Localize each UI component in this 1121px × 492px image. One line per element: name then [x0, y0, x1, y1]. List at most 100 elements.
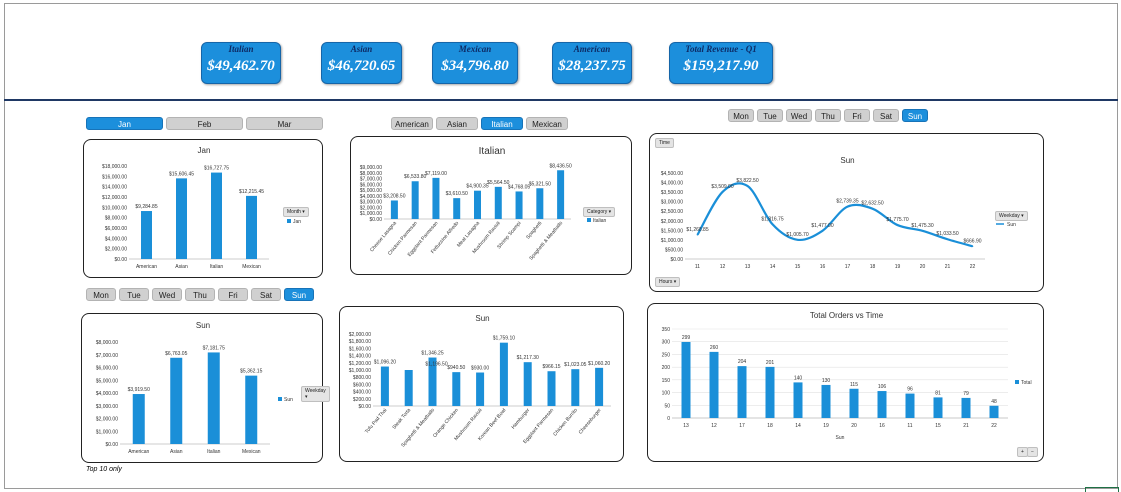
y-tick-label: $7,000.00: [96, 353, 118, 359]
data-label: $16,727.75: [204, 166, 229, 172]
y-tick-label: $1,800.00: [349, 339, 371, 345]
y-tick-label: $18,000.00: [102, 164, 127, 170]
slicer-day-wed[interactable]: Wed: [786, 109, 812, 122]
weekday-filter-button[interactable]: Weekday ▾: [301, 386, 330, 402]
y-tick-label: $4,000.00: [661, 181, 683, 187]
slicer-day-wed[interactable]: Wed: [152, 288, 182, 301]
x-tick-label: 14: [770, 264, 776, 270]
category-filter-button[interactable]: Category ▾: [583, 207, 616, 217]
weekday-filter-button[interactable]: Weekday ▾: [995, 211, 1028, 221]
slicer-day-mon[interactable]: Mon: [86, 288, 116, 301]
data-label: $1,775.70: [886, 217, 908, 223]
data-label: $6,533.80: [404, 174, 426, 180]
x-tick-label: 15: [795, 264, 801, 270]
bar: [737, 366, 747, 418]
y-tick-label: $3,000.00: [661, 200, 683, 206]
x-tick-label: Fettuccine Alfredo: [430, 220, 460, 255]
slicer-day-sat[interactable]: Sat: [873, 109, 899, 122]
slicer-cuisine-american[interactable]: American: [391, 117, 433, 130]
month-filter-button[interactable]: Month ▾: [283, 207, 309, 217]
slicer-day-thu[interactable]: Thu: [815, 109, 841, 122]
y-tick-label: $0.00: [105, 442, 118, 448]
chart-italian-items: Category ▾ Italian $0.00 $1,000.00 $2,000.0…: [350, 136, 632, 275]
x-axis-title: Sun: [836, 435, 845, 441]
x-tick-label: Mushroom Ravioli: [471, 220, 501, 255]
slicer-month-feb[interactable]: Feb: [166, 117, 243, 130]
chart-title: Italian: [479, 146, 506, 157]
x-tick-label: Chicken Parmesan: [387, 220, 419, 256]
dashboard-frame: [4, 3, 1118, 489]
y-tick-label: $1,600.00: [349, 346, 371, 352]
kpi-card-mexican: Mexican $34,796.80: [432, 42, 518, 84]
x-tick-label: Eggplant Parmesan: [407, 220, 440, 258]
data-label: $1,023.05: [564, 362, 586, 368]
slicer-day-thu[interactable]: Thu: [185, 288, 215, 301]
kpi-value: $46,720.65: [327, 58, 396, 74]
bar: [207, 352, 220, 444]
bar: [476, 372, 485, 406]
data-label: $1,816.75: [761, 216, 783, 222]
time-field-button[interactable]: Time: [655, 138, 674, 148]
data-label: $4,768.05: [508, 184, 530, 190]
data-label: $7,119.00: [425, 171, 447, 177]
slicer-day-sun[interactable]: Sun: [902, 109, 928, 122]
bar: [547, 371, 556, 406]
data-label: 260: [710, 345, 719, 351]
slicer-cuisine-asian[interactable]: Asian: [436, 117, 478, 130]
line-point: [921, 230, 924, 232]
x-tick-label: 13: [745, 264, 751, 270]
cell-selection-corner: [1085, 487, 1119, 492]
slicer-month-mar[interactable]: Mar: [246, 117, 323, 130]
slicer-day-mon[interactable]: Mon: [728, 109, 754, 122]
slicer-day-tue[interactable]: Tue: [757, 109, 783, 122]
data-label: $1,217.30: [517, 355, 539, 361]
bar: [571, 369, 580, 406]
legend-label: Sun: [284, 397, 293, 403]
x-tick-label: Spaghetti & Meatballs: [528, 220, 564, 262]
line-point: [771, 223, 774, 226]
legend-swatch: [287, 219, 291, 223]
y-tick-label: 100: [662, 391, 671, 397]
slicer-day-sun[interactable]: Sun: [284, 288, 314, 301]
bar: [515, 191, 523, 219]
data-label: 204: [738, 359, 747, 365]
bar: [709, 351, 719, 418]
x-tick-label: 21: [963, 423, 969, 429]
x-tick-label: Cheeseburger: [578, 407, 603, 435]
data-label: $1,060.20: [588, 361, 610, 367]
y-tick-label: 150: [662, 378, 671, 384]
y-tick-label: $3,000.00: [96, 404, 118, 410]
bar: [176, 178, 187, 259]
data-label: $666.90: [963, 238, 981, 244]
legend-label: Sun: [1007, 222, 1016, 228]
chart-month-cuisine: Month ▾ Jan $0.00 $2,000.00 $4,000.00 $6,000…: [83, 139, 323, 278]
slicer-day-sat[interactable]: Sat: [251, 288, 281, 301]
slicer-day-tue[interactable]: Tue: [119, 288, 149, 301]
y-tick-label: $1,000.00: [349, 368, 371, 374]
x-tick-label: 21: [945, 264, 951, 270]
zoom-out-button[interactable]: −: [1027, 447, 1038, 457]
y-tick-label: $2,000.00: [349, 332, 371, 338]
x-tick-label: Steak Torta: [391, 407, 412, 430]
slicer-day-fri[interactable]: Fri: [218, 288, 248, 301]
slicer-cuisine-italian[interactable]: Italian: [481, 117, 523, 130]
slicer-day-fri[interactable]: Fri: [844, 109, 870, 122]
data-label: $1,096.20: [374, 360, 396, 366]
data-label: $3,610.50: [446, 191, 468, 197]
x-tick-label: Tofu Pad Thai: [364, 407, 388, 434]
x-tick-label: 18: [767, 423, 773, 429]
chart-hourly-revenue: Time Hours ▾ Weekday ▾ Sun $0.00 $500.00 $1…: [649, 133, 1044, 292]
data-label: 79: [963, 391, 969, 397]
x-tick-label: Asian: [175, 264, 188, 270]
hours-field-button[interactable]: Hours ▾: [655, 277, 681, 287]
line-point: [821, 229, 824, 232]
x-tick-label: 11: [695, 264, 700, 270]
x-tick-label: Hamburger: [511, 407, 532, 430]
line-point: [796, 238, 799, 241]
slicer-cuisine-mexican[interactable]: Mexican: [526, 117, 568, 130]
x-tick-label: 17: [845, 264, 851, 270]
x-tick-label: Italian: [210, 264, 224, 270]
bar: [428, 357, 437, 406]
x-tick-label: Asian: [170, 449, 183, 455]
slicer-month-jan[interactable]: Jan: [86, 117, 163, 130]
